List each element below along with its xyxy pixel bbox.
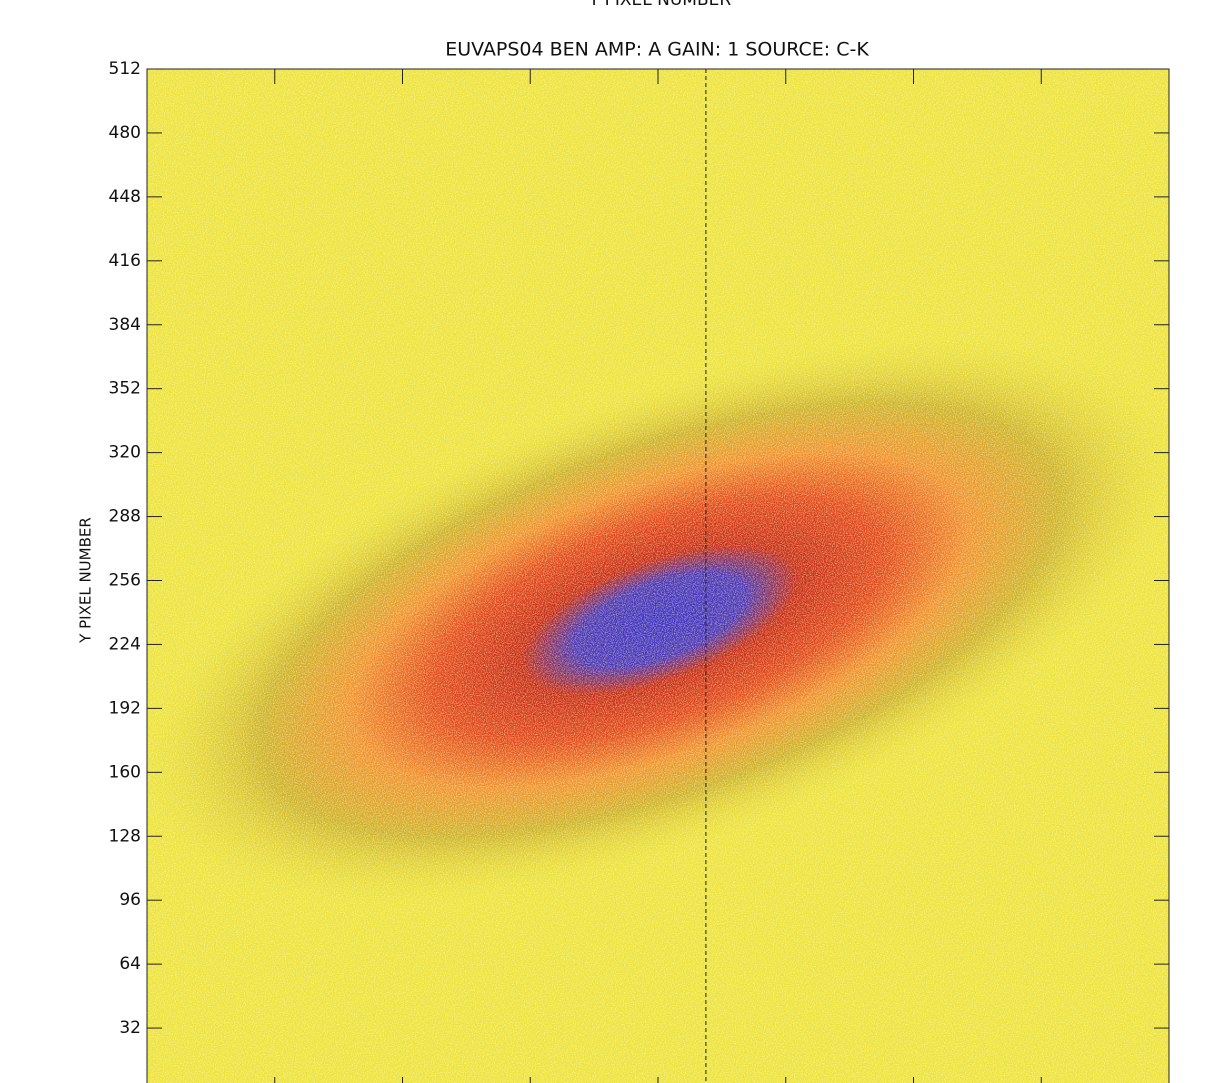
- y-tick-label: 32: [119, 1018, 141, 1038]
- y-tick-label: 352: [109, 379, 141, 399]
- y-tick-label: 512: [109, 59, 141, 79]
- y-tick-label: 64: [119, 954, 141, 974]
- image: [147, 69, 1169, 1083]
- y-tick-label: 128: [109, 826, 141, 846]
- chart-title: EUVAPS04 BEN AMP: A GAIN: 1 SOURCE: C-K: [445, 39, 869, 61]
- y-tick-label: 160: [109, 762, 141, 782]
- y-tick-label: 416: [109, 251, 141, 271]
- top-label: Y PIXEL NUMBER: [588, 0, 732, 10]
- y-tick-label: 96: [119, 890, 141, 910]
- y-tick-label: 320: [109, 443, 141, 463]
- y-tick-label: 448: [109, 187, 141, 207]
- y-tick-label: 192: [109, 698, 141, 718]
- y-tick-label: 480: [109, 123, 141, 143]
- y-axis-label: Y PIXEL NUMBER: [77, 517, 95, 644]
- y-tick-label: 224: [109, 634, 141, 654]
- y-tick-label: 256: [109, 571, 141, 591]
- y-tick-label: 384: [109, 315, 141, 335]
- y-tick-label: 288: [109, 507, 141, 527]
